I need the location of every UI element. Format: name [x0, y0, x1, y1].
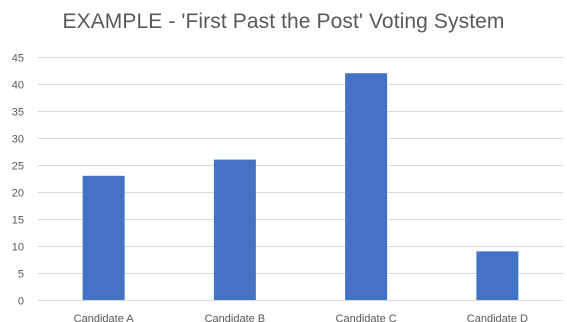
- bar: [476, 251, 519, 300]
- bar: [82, 175, 125, 300]
- y-tick-label: 30: [12, 134, 24, 146]
- x-tick-label: Candidate C: [336, 313, 397, 322]
- y-tick-label: 40: [12, 80, 24, 92]
- bar: [345, 73, 388, 300]
- y-tick-label: 10: [12, 242, 24, 254]
- x-tick-label: Candidate B: [205, 313, 266, 322]
- y-tick-label: 0: [18, 296, 24, 308]
- x-tick-label: Candidate D: [467, 313, 528, 322]
- y-tick-label: 5: [18, 269, 24, 281]
- y-tick-label: 15: [12, 215, 24, 227]
- chart-title: EXAMPLE - 'First Past the Post' Voting S…: [62, 10, 505, 33]
- y-tick-label: 35: [12, 107, 24, 119]
- bar: [213, 159, 256, 300]
- y-tick-label: 25: [12, 161, 24, 173]
- y-tick-label: 45: [12, 53, 24, 65]
- x-tick-label: Candidate A: [74, 313, 135, 322]
- y-tick-label: 20: [12, 188, 24, 200]
